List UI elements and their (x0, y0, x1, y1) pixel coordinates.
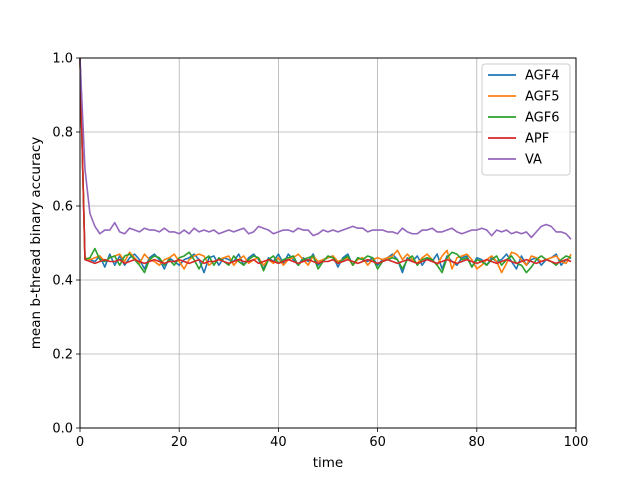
y-tick-label: 0.2 (52, 348, 73, 363)
y-tick-label: 1.0 (52, 52, 73, 67)
x-tick-label: 100 (564, 435, 589, 450)
series-layer (79, 57, 572, 274)
legend-label-agf4: AGF4 (525, 69, 560, 84)
series-line-apf (79, 57, 572, 265)
x-axis-label: time (313, 455, 344, 471)
x-tick-label: 80 (469, 435, 486, 450)
y-axis-label: mean b-thread binary accuracy (28, 137, 44, 349)
legend-box (481, 63, 571, 176)
x-tick-label: 20 (171, 435, 188, 450)
axis-ticks: 0 20 40 60 80 100 0.0 0.2 0.4 0.6 0.8 1.0 (52, 52, 588, 451)
x-tick-label: 40 (270, 435, 287, 450)
series-line-va (79, 57, 572, 240)
y-tick-label: 0.8 (52, 126, 73, 141)
x-tick-label: 60 (369, 435, 386, 450)
x-tick-label: 0 (76, 435, 84, 450)
legend-label-va: VA (525, 153, 542, 168)
series-line-agf6 (79, 57, 572, 274)
y-tick-label: 0.4 (52, 274, 73, 289)
plot-frame (79, 57, 577, 429)
y-tick-label: 0.0 (52, 422, 73, 437)
legend-label-agf6: AGF6 (525, 111, 560, 126)
y-tick-label: 0.6 (52, 200, 73, 215)
legend-label-agf5: AGF5 (525, 90, 560, 105)
legend-label-apf: APF (525, 132, 549, 147)
legend: AGF4 AGF5 AGF6 APF VA (481, 63, 571, 176)
